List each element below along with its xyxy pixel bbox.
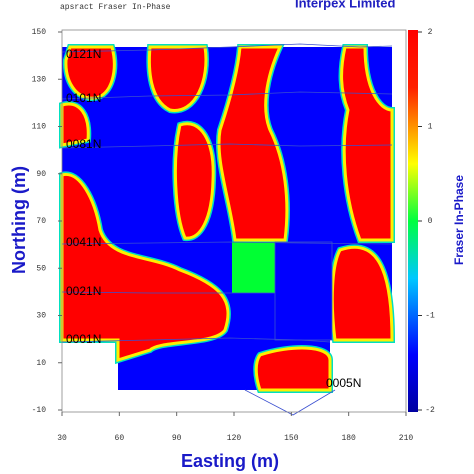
x-tick-label: 180 (341, 434, 356, 443)
chart-subtitle: Interpex Limited (295, 0, 395, 10)
line-label: 0041N (66, 235, 101, 249)
y-tick-label: 10 (36, 359, 46, 368)
x-tick-label: 90 (172, 434, 182, 443)
y-tick-label: 70 (36, 217, 46, 226)
colorbar-tick-label: 2 (428, 28, 433, 37)
line-label: 0021N (66, 284, 101, 298)
y-tick-label: 30 (36, 312, 46, 321)
colorbar-tick-label: 1 (428, 123, 433, 132)
x-tick-label: 30 (57, 434, 67, 443)
x-tick-label: 150 (284, 434, 299, 443)
line-label: 0101N (66, 91, 101, 105)
y-tick-label: 110 (32, 123, 47, 132)
y-tick-label: 150 (32, 28, 47, 37)
colorbar (408, 30, 418, 412)
x-tick-label: 120 (227, 434, 242, 443)
y-tick-label: 90 (36, 170, 46, 179)
colorbar-tick-label: 0 (428, 217, 433, 226)
y-tick-label: -10 (32, 406, 47, 415)
line-label: 0081N (66, 137, 101, 151)
line-label: 0001N (66, 332, 101, 346)
y-tick-label: 50 (36, 264, 46, 273)
y-tick-label: 130 (32, 75, 47, 84)
contour-field (59, 43, 396, 416)
line-label: 0121N (66, 47, 101, 61)
chart-title: apsract Fraser In-Phase (60, 3, 171, 12)
colorbar-tick-label: -2 (425, 406, 435, 415)
colorbar-label: Fraser In-Phase (452, 175, 466, 265)
colorbar-tick-label: -1 (425, 312, 435, 321)
x-tick-label: 60 (115, 434, 125, 443)
line-label: 0005N (326, 376, 361, 390)
y-axis-label: Northing (m) (9, 166, 29, 274)
x-axis-label: Easting (m) (181, 451, 279, 471)
x-tick-label: 210 (399, 434, 414, 443)
